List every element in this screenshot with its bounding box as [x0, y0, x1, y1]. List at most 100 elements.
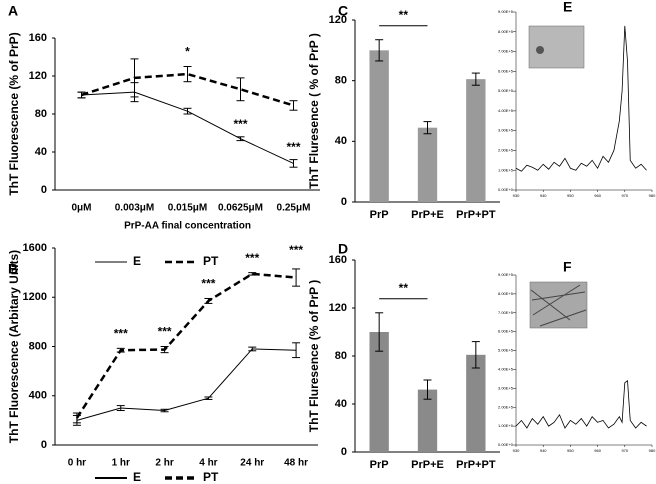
x-tick-label: 2 hr [155, 458, 173, 469]
y-tick-label: 7.00E+5 [498, 49, 514, 54]
y-tick-label: 2.00E+5 [498, 148, 514, 153]
x-tick-label: 940 [540, 448, 547, 453]
y-tick-label: 80 [335, 75, 347, 87]
bar [417, 127, 438, 202]
x-tick-label: 0.0625μM [218, 203, 263, 214]
panel-letter: F [563, 259, 572, 275]
y-tick-label: 0 [41, 439, 47, 451]
y-tick-label: 0.00E+0 [498, 187, 514, 192]
y-tick-label: 400 [29, 390, 47, 402]
y-tick-label: 0.00E+0 [498, 442, 514, 447]
y-tick-label: 3.00E+5 [498, 128, 514, 133]
annotation: *** [289, 243, 303, 257]
annotation: *** [286, 140, 300, 154]
y-tick-label: 2.00E+5 [498, 404, 514, 409]
y-tick-label: 800 [29, 340, 47, 352]
bar [417, 389, 438, 452]
annotation: *** [114, 327, 128, 341]
fibril-texture [530, 284, 587, 327]
particle-texture [536, 46, 544, 54]
spectrum-line [515, 380, 647, 429]
y-tick-label: 40 [335, 398, 347, 410]
annotation: *** [245, 251, 259, 265]
y-tick-label: 1.00E+5 [498, 167, 514, 172]
series-line [81, 72, 294, 107]
legend-label: E [133, 470, 141, 484]
x-tick-label: 0.003μM [115, 203, 154, 214]
x-tick-label: 1 hr [112, 458, 130, 469]
x-tick-label: 950 [567, 193, 574, 198]
x-tick-label: 980 [649, 448, 656, 453]
x-tick-label: PrP+PT [456, 209, 496, 221]
x-tick-label: 0.25μM [277, 203, 311, 214]
y-axis-label: ThT Fluorescence (Arbitary Units) [7, 250, 21, 443]
panel-letter: D [338, 241, 348, 257]
x-tick-label: PrP [370, 209, 389, 221]
tem-inset-f [529, 281, 588, 329]
series-line [75, 272, 297, 419]
y-tick-label: 8.00E+5 [498, 29, 514, 34]
x-tick-label: PrP+E [411, 209, 444, 221]
y-tick-label: 40 [35, 146, 47, 158]
annotation: ** [399, 281, 409, 295]
y-tick-label: 40 [335, 135, 347, 147]
y-tick-label: 6.00E+5 [498, 329, 514, 334]
x-tick-label: 960 [594, 193, 601, 198]
y-tick-label: 3.00E+5 [498, 385, 514, 390]
x-tick-label: 0.015μM [168, 203, 207, 214]
y-tick-label: 5.00E+5 [498, 348, 514, 353]
x-tick-label: PrP+E [411, 459, 444, 471]
x-axis-label: PrP-AA final concentration [124, 221, 251, 232]
panel-letter: B [8, 261, 18, 277]
series-line [76, 348, 297, 421]
y-tick-label: 0 [41, 184, 47, 196]
y-tick-label: 6.00E+5 [498, 68, 514, 73]
x-tick-label: 48 hr [284, 458, 308, 469]
x-tick-label: 0 hr [68, 458, 86, 469]
y-tick-label: 4.00E+5 [498, 108, 514, 113]
y-tick-label: 0 [341, 196, 347, 208]
x-tick-label: 970 [621, 193, 628, 198]
y-tick-label: 80 [35, 108, 47, 120]
panel-letter: A [8, 3, 18, 19]
y-tick-label: 160 [329, 254, 347, 266]
y-axis-label: ThT Fluorescence (% of PrP) [7, 32, 21, 195]
panel-letter: C [338, 3, 348, 19]
x-tick-label: 0μM [71, 203, 91, 214]
annotation: ** [399, 8, 409, 22]
legend-label: E [133, 254, 141, 268]
y-tick-label: 1200 [23, 291, 47, 303]
x-tick-label: PrP+PT [456, 459, 496, 471]
bar [466, 79, 486, 202]
y-tick-label: 8.00E+5 [498, 291, 514, 296]
x-tick-label: 970 [621, 448, 628, 453]
x-tick-label: 980 [649, 193, 656, 198]
tem-inset-e [528, 25, 585, 69]
y-tick-label: 1.00E+5 [498, 423, 514, 428]
x-tick-label: 930 [513, 448, 520, 453]
legend-label: PT [203, 470, 219, 484]
x-tick-label: 4 hr [199, 458, 217, 469]
x-tick-label: 960 [594, 448, 601, 453]
y-tick-label: 120 [329, 14, 347, 26]
y-tick-label: 7.00E+5 [498, 310, 514, 315]
panel-letter: E [563, 0, 572, 15]
annotation: *** [201, 277, 215, 291]
x-tick-label: 950 [567, 448, 574, 453]
y-tick-label: 0 [341, 446, 347, 458]
y-tick-label: 9.00E+5 [498, 9, 514, 14]
x-tick-label: PrP [370, 459, 389, 471]
annotation: *** [233, 117, 247, 131]
y-tick-label: 80 [335, 350, 347, 362]
y-tick-label: 9.00E+5 [498, 272, 514, 277]
y-axis-label: ThT Fluresence ( % of PrP ) [307, 33, 321, 189]
y-tick-label: 5.00E+5 [498, 88, 514, 93]
annotation: * [185, 45, 190, 59]
bar [466, 354, 486, 452]
bar [369, 332, 389, 452]
annotation: *** [158, 325, 172, 339]
x-tick-label: 24 hr [240, 458, 264, 469]
y-tick-label: 1600 [23, 242, 47, 254]
